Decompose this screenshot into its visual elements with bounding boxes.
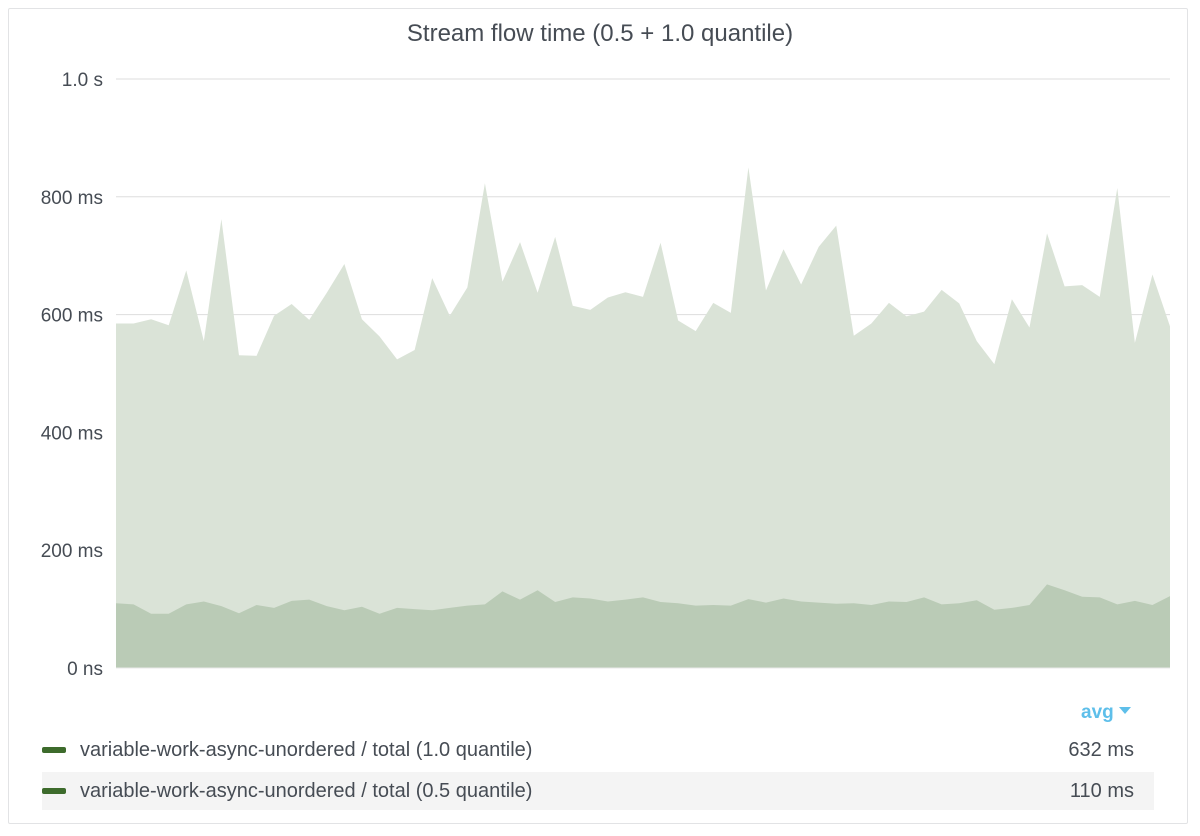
chart-title: Stream flow time (0.5 + 1.0 quantile)	[406, 20, 794, 47]
legend-series-value: 110 ms	[1069, 779, 1134, 802]
legend-series-name: variable-work-async-unordered / total (1…	[80, 738, 533, 761]
series-area-1[interactable]	[116, 167, 1170, 668]
series-color-swatch	[42, 788, 66, 794]
y-tick-label: 200 ms	[41, 541, 103, 562]
caret-down-icon	[1118, 707, 1131, 715]
series-color-swatch	[42, 747, 66, 753]
y-tick-label: 0 ns	[67, 659, 103, 680]
y-tick-label: 800 ms	[41, 188, 103, 209]
y-tick-label: 400 ms	[41, 423, 103, 444]
legend-series-name: variable-work-async-unordered / total (0…	[80, 779, 533, 802]
series-area-2[interactable]	[116, 584, 1170, 668]
y-tick-label: 1.0 s	[62, 70, 103, 91]
chart-plot-area[interactable]: 0 ns 200 ms 400 ms 600 ms 800 ms 1.0 s	[0, 0, 1200, 700]
legend-row-series-2[interactable]: variable-work-async-unordered / total (0…	[42, 772, 1154, 810]
y-tick-label: 600 ms	[41, 306, 103, 327]
legend-sort-button[interactable]: avg	[1081, 702, 1131, 724]
legend-row-series-1[interactable]: variable-work-async-unordered / total (1…	[42, 731, 1154, 769]
legend-sort-label: avg	[1081, 702, 1114, 723]
legend-series-value: 632 ms	[1068, 738, 1134, 761]
